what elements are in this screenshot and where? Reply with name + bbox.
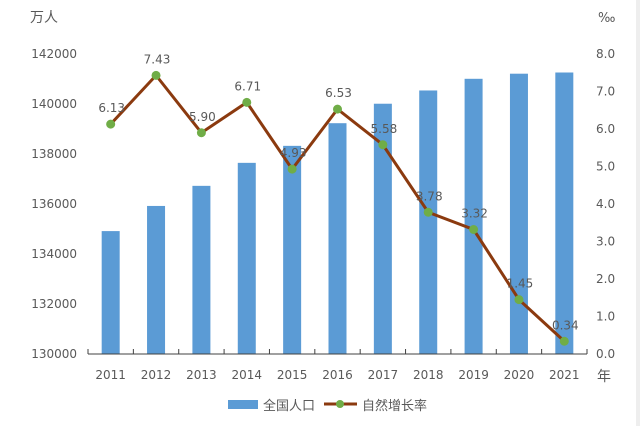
bar-2017 bbox=[373, 103, 392, 354]
bar-2012 bbox=[147, 205, 166, 354]
edge-strip bbox=[636, 0, 640, 426]
x-tick-label: 2011 bbox=[95, 368, 126, 382]
rate-point-2015 bbox=[287, 164, 297, 174]
y-left-tick: 140000 bbox=[31, 97, 77, 111]
x-tick-label: 2016 bbox=[322, 368, 353, 382]
x-tick-label: 2018 bbox=[413, 368, 444, 382]
rate-point-2016 bbox=[333, 104, 342, 114]
rate-point-2014 bbox=[242, 97, 252, 107]
rate-point-2013 bbox=[196, 128, 206, 138]
rate-data-label: 6.13 bbox=[98, 101, 125, 115]
rate-data-label: 6.53 bbox=[325, 86, 352, 100]
rate-data-label: 3.32 bbox=[461, 207, 488, 221]
y-right-label: ‰ bbox=[598, 11, 615, 26]
rate-point-2018 bbox=[423, 207, 433, 217]
rate-data-label: 7.43 bbox=[144, 52, 171, 66]
rate-point-2017 bbox=[378, 140, 388, 150]
x-tick-label: 2015 bbox=[277, 368, 308, 382]
x-tick-label: 2020 bbox=[504, 368, 535, 382]
y-right-tick: 0.0 bbox=[596, 347, 615, 361]
rate-point-2011 bbox=[106, 119, 116, 129]
bar-2014 bbox=[237, 162, 256, 354]
x-tick-label: 2019 bbox=[458, 368, 489, 382]
bar-2013 bbox=[192, 185, 211, 354]
x-tick-label: 2014 bbox=[231, 368, 262, 382]
y-left-tick: 138000 bbox=[31, 147, 77, 161]
y-right-tick: 1.0 bbox=[596, 310, 615, 324]
bar-2015 bbox=[283, 145, 302, 354]
rate-data-label: 6.71 bbox=[234, 79, 261, 93]
rate-point-2019 bbox=[469, 225, 479, 234]
rate-data-label: 0.34 bbox=[552, 318, 579, 332]
bar-2021 bbox=[555, 72, 574, 354]
rate-data-label: 5.90 bbox=[189, 110, 216, 124]
x-tick-label: 2013 bbox=[186, 368, 217, 382]
y-left-tick: 134000 bbox=[31, 247, 77, 261]
legend-line-label: 自然增长率 bbox=[362, 398, 427, 414]
y-left-label: 万人 bbox=[30, 10, 58, 26]
bar-2018 bbox=[419, 90, 438, 354]
rate-data-label: 1.45 bbox=[507, 277, 534, 291]
x-tick-label: 2021 bbox=[549, 368, 580, 382]
bar-2019 bbox=[464, 78, 483, 355]
legend-bar-swatch bbox=[228, 400, 258, 409]
x-tick-label: 2017 bbox=[368, 368, 399, 382]
y-right-tick: 4.0 bbox=[596, 197, 615, 211]
y-right-tick: 8.0 bbox=[596, 47, 615, 61]
y-left-tick: 142000 bbox=[31, 47, 77, 61]
rate-data-label: 5.58 bbox=[371, 122, 398, 136]
y-right-tick: 6.0 bbox=[596, 122, 615, 136]
rate-point-2020 bbox=[514, 295, 524, 305]
bar-2020 bbox=[509, 73, 528, 354]
x-axis-label: 年 bbox=[597, 369, 611, 385]
y-left-tick: 136000 bbox=[31, 197, 77, 211]
bar-2011 bbox=[101, 231, 120, 354]
rate-data-label: 4.93 bbox=[280, 146, 307, 160]
legend-bar-label: 全国人口 bbox=[263, 398, 315, 414]
y-left-tick: 132000 bbox=[31, 297, 77, 311]
y-right-tick: 3.0 bbox=[596, 235, 615, 249]
bar-2016 bbox=[328, 123, 347, 354]
y-left-tick: 130000 bbox=[31, 347, 77, 361]
x-tick-label: 2012 bbox=[141, 368, 172, 382]
y-right-tick: 5.0 bbox=[596, 160, 615, 174]
legend-line-marker bbox=[336, 400, 344, 408]
y-right-tick: 2.0 bbox=[596, 272, 615, 286]
y-right-tick: 7.0 bbox=[596, 85, 615, 99]
rate-point-2021 bbox=[559, 336, 569, 346]
rate-data-label: 3.78 bbox=[416, 189, 443, 203]
rate-point-2012 bbox=[151, 70, 161, 80]
